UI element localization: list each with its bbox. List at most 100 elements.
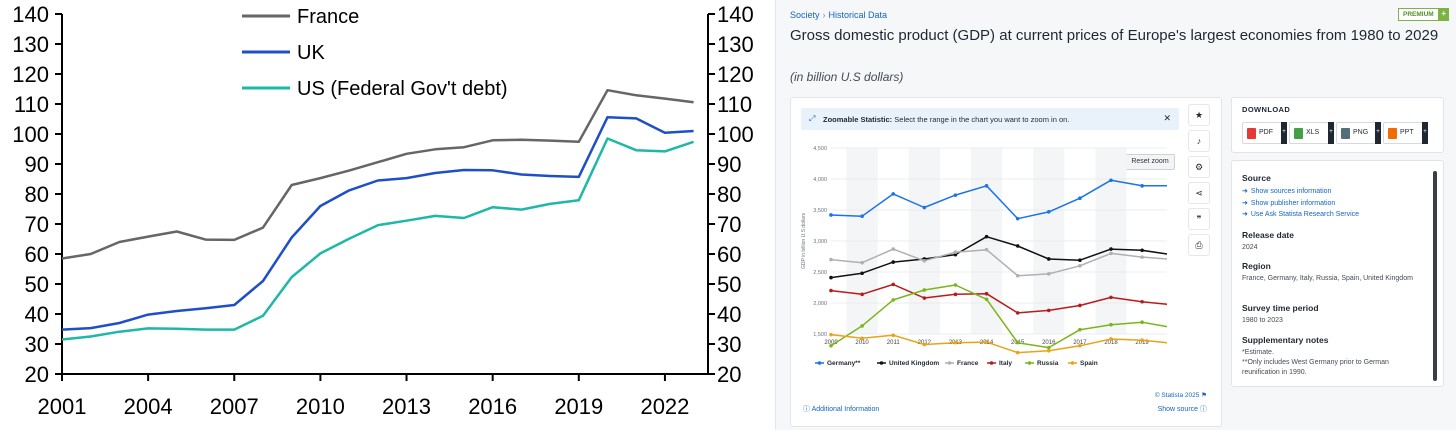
download-card: DOWNLOAD PDF + XLS + PNG + PPT + <box>1231 97 1444 153</box>
gdp-legend-dot-1 <box>879 361 884 365</box>
gdp-point-4 <box>1109 322 1113 327</box>
show-sources-link[interactable]: ➜ Show sources information <box>1242 186 1427 198</box>
y-tick-label: 2,000 <box>813 301 827 307</box>
quote-icon[interactable]: ❞ <box>1188 208 1210 230</box>
gdp-point-4 <box>1078 327 1082 332</box>
y-tick-label: 4,000 <box>813 177 827 183</box>
plus-icon: + <box>1422 122 1428 144</box>
bell-icon[interactable]: ♪ <box>1188 130 1210 152</box>
series-line-1 <box>61 115 694 331</box>
plus-icon: + <box>1375 122 1381 144</box>
gdp-point-1 <box>1015 244 1020 248</box>
left-y-tick-label: 70 <box>25 212 49 237</box>
right-y-tick-label: 110 <box>717 92 752 117</box>
gdp-point-0 <box>1015 216 1020 221</box>
gdp-point-0 <box>829 213 833 217</box>
print-icon[interactable]: ⎙ <box>1188 234 1210 256</box>
premium-badge[interactable]: PREMIUM + <box>1398 8 1449 21</box>
left-y-tick-label: 110 <box>14 92 49 117</box>
ask-statista-link[interactable]: ➜ Use Ask Statista Research Service <box>1242 209 1427 221</box>
zoom-banner-label: Zoomable Statistic: <box>823 115 893 124</box>
breadcrumb-separator: › <box>822 10 826 20</box>
gdp-point-1 <box>1140 248 1144 253</box>
file-ppt-icon <box>1388 128 1397 139</box>
show-publisher-link[interactable]: ➜ Show publisher information <box>1242 198 1427 210</box>
gdp-point-2 <box>1046 272 1051 276</box>
star-icon[interactable]: ★ <box>1188 104 1210 126</box>
gdp-legend-label-2: France <box>957 360 979 367</box>
zoom-arrows-icon: ⤢ <box>809 114 816 123</box>
gdp-point-1 <box>1109 247 1113 251</box>
release-section: Release date 2024 <box>1242 230 1427 253</box>
x-tick-label: 2004 <box>124 394 173 419</box>
share-icon[interactable]: ⋖ <box>1188 182 1210 204</box>
legend-label-2: US (Federal Gov't debt) <box>297 78 508 100</box>
gdp-point-2 <box>1078 264 1082 268</box>
gdp-legend-dot-0 <box>817 361 822 365</box>
breadcrumb-historical-data[interactable]: Historical Data <box>828 10 888 20</box>
gdp-point-3 <box>1140 299 1144 304</box>
download-png-button[interactable]: PNG + <box>1336 122 1381 144</box>
left-y-tick-label: 90 <box>25 152 49 177</box>
x-tick-label: 2022 <box>640 394 689 419</box>
page-title: Gross domestic product (GDP) at current … <box>790 27 1439 44</box>
gdp-point-3 <box>1109 295 1113 300</box>
gdp-point-0 <box>1046 210 1051 214</box>
close-icon[interactable]: ✕ <box>1163 113 1171 123</box>
gdp-point-4 <box>922 288 927 292</box>
gdp-point-4 <box>1015 340 1020 345</box>
gdp-legend-dot-2 <box>947 361 952 365</box>
legend-label-1: UK <box>297 42 325 64</box>
right-y-tick-label: 140 <box>717 2 754 27</box>
show-source-link[interactable]: Show source ⓘ <box>1158 404 1207 414</box>
gdp-point-5 <box>953 340 958 345</box>
copyright-link[interactable]: © Statista 2025 ⚑ <box>1155 391 1207 399</box>
survey-title: Survey time period <box>1242 303 1319 313</box>
gdp-point-2 <box>953 250 958 254</box>
show-sources-label: Show sources information <box>1250 188 1332 195</box>
x-tick-label: 2013 <box>382 394 431 419</box>
zoom-banner-text: Select the range in the chart you want t… <box>892 115 1070 124</box>
x-tick-label: 2007 <box>210 394 259 419</box>
left-y-tick-label: 130 <box>12 32 49 57</box>
file-xls-icon <box>1294 128 1303 139</box>
gdp-point-0 <box>891 192 896 196</box>
left-y-tick-label: 40 <box>25 302 49 327</box>
scrollbar[interactable] <box>1433 171 1437 381</box>
gear-icon[interactable]: ⚙ <box>1188 156 1210 178</box>
gdp-point-1 <box>829 275 833 280</box>
gdp-point-3 <box>829 288 833 293</box>
download-label: XLS <box>1306 129 1320 136</box>
x-tick-label: 2011 <box>887 340 901 346</box>
gdp-legend-dot-5 <box>1070 361 1075 365</box>
breadcrumb-society[interactable]: Society <box>790 10 820 20</box>
supplementary-title: Supplementary notes <box>1242 335 1329 345</box>
left-y-tick-label: 80 <box>25 182 49 207</box>
gdp-point-5 <box>1046 348 1051 353</box>
gdp-point-1 <box>953 252 958 257</box>
gdp-point-3 <box>1046 308 1051 313</box>
gdp-point-2 <box>984 247 989 252</box>
gdp-point-4 <box>891 298 896 302</box>
right-y-tick-label: 80 <box>717 182 741 207</box>
download-ppt-button[interactable]: PPT + <box>1383 122 1428 144</box>
flag-icon: ⚑ <box>1201 392 1207 399</box>
gdp-chart-svg[interactable]: 1,500 2,000 2,500 3,000 3,500 4,000 4,500 2009 2… <box>791 138 1183 388</box>
release-title: Release date <box>1242 230 1294 240</box>
gdp-point-3 <box>860 292 864 297</box>
region-section: Region France, Germany, Italy, Russia, S… <box>1242 261 1427 284</box>
gdp-series-line-0 <box>830 179 1167 220</box>
gdp-point-4 <box>1140 320 1144 325</box>
y-tick-label: 2,500 <box>813 270 827 276</box>
download-xls-button[interactable]: XLS + <box>1289 122 1334 144</box>
gdp-point-4 <box>984 297 989 302</box>
gdp-point-0 <box>860 214 864 218</box>
gdp-point-4 <box>860 324 864 328</box>
additional-info-link[interactable]: ⓘ Additional Information <box>803 404 879 414</box>
premium-plus-icon: + <box>1438 8 1449 21</box>
debt-chart-svg: 20 20 30 30 40 40 50 50 60 60 70 70 80 80 90 90 100 100 11… <box>12 2 754 419</box>
x-tick-label: 2018 <box>1104 340 1118 346</box>
download-pdf-button[interactable]: PDF + <box>1242 122 1287 144</box>
info-icon: ⓘ <box>803 406 810 413</box>
left-y-tick-label: 20 <box>25 362 49 387</box>
